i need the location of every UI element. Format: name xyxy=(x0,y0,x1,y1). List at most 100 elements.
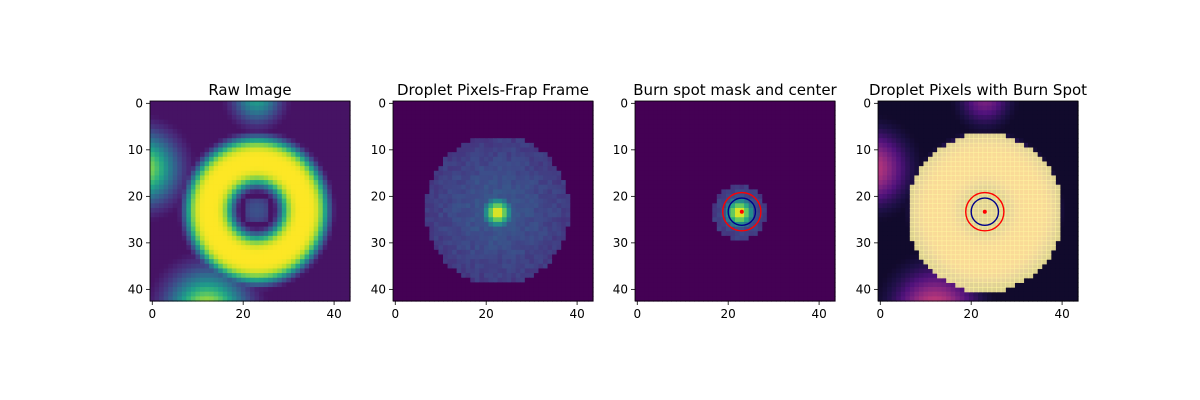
heatmap-cell xyxy=(739,101,745,107)
heatmap-cell xyxy=(204,166,210,172)
heatmap-cell xyxy=(424,268,430,274)
heatmap-cell xyxy=(447,212,453,218)
heatmap-cell xyxy=(511,212,517,218)
heatmap-cell xyxy=(245,180,251,186)
heatmap-cell xyxy=(181,277,187,283)
heatmap-cell xyxy=(345,268,351,274)
heatmap-cell xyxy=(227,277,233,283)
heatmap-cell xyxy=(222,166,228,172)
heatmap-cell xyxy=(543,203,549,209)
heatmap-cell xyxy=(648,161,654,167)
heatmap-cell xyxy=(240,114,247,121)
heatmap-cell xyxy=(502,180,508,186)
heatmap-cell xyxy=(794,152,800,158)
heatmap-cell xyxy=(675,147,682,153)
heatmap-cell xyxy=(438,133,444,139)
heatmap-cell xyxy=(479,105,485,111)
heatmap-cell xyxy=(227,263,233,270)
heatmap-cell xyxy=(259,170,265,177)
heatmap-cell xyxy=(245,198,251,204)
heatmap-cell xyxy=(538,180,544,186)
heatmap-cell xyxy=(666,128,672,135)
heatmap-cell xyxy=(830,212,836,218)
heatmap-cell xyxy=(213,259,219,265)
heatmap-cell xyxy=(393,180,399,186)
heatmap-cell xyxy=(639,133,645,139)
heatmap-cell xyxy=(190,254,197,260)
heatmap-cell xyxy=(803,184,809,190)
heatmap-cell xyxy=(295,133,301,139)
heatmap-cell xyxy=(698,170,704,177)
heatmap-cell xyxy=(520,245,526,251)
heatmap-cell xyxy=(465,184,471,190)
heatmap-cell xyxy=(150,198,156,204)
heatmap-cell xyxy=(830,124,836,130)
heatmap-cell xyxy=(411,101,417,107)
heatmap-cell xyxy=(798,198,804,204)
heatmap-cell xyxy=(497,142,503,149)
heatmap-cell xyxy=(524,166,530,172)
heatmap-cell xyxy=(685,203,691,209)
heatmap-cell xyxy=(411,114,417,121)
heatmap-cell xyxy=(644,184,650,190)
heatmap-cell xyxy=(830,152,836,158)
heatmap-cell xyxy=(452,170,458,177)
heatmap-cell xyxy=(181,147,187,153)
heatmap-cell xyxy=(812,217,818,223)
heatmap-cell xyxy=(415,277,421,283)
heatmap-cell xyxy=(825,166,832,172)
heatmap-cell xyxy=(780,170,786,177)
heatmap-cell xyxy=(154,226,160,232)
heatmap-cell xyxy=(680,194,686,200)
heatmap-cell xyxy=(213,147,219,153)
heatmap-cell xyxy=(757,166,763,172)
heatmap-cell xyxy=(712,152,718,158)
heatmap-cell xyxy=(497,203,503,209)
heatmap-cell xyxy=(570,207,576,214)
heatmap-cell xyxy=(497,110,503,116)
heatmap-cell xyxy=(470,110,476,116)
heatmap-cell xyxy=(402,291,408,297)
heatmap-cell xyxy=(277,105,283,111)
heatmap-cell xyxy=(533,245,540,251)
heatmap-cell xyxy=(583,212,590,218)
heatmap-cell xyxy=(816,166,822,172)
heatmap-cell xyxy=(186,212,192,218)
heatmap-cell xyxy=(415,263,421,270)
heatmap-cell xyxy=(657,180,663,186)
heatmap-cell xyxy=(415,175,421,181)
heatmap-cell xyxy=(286,128,292,135)
heatmap-cell xyxy=(263,221,269,228)
heatmap-cell xyxy=(259,147,265,153)
heatmap-cell xyxy=(671,161,677,167)
heatmap-cell xyxy=(644,101,650,107)
heatmap-cell xyxy=(447,217,453,223)
heatmap-cell xyxy=(281,296,287,302)
heatmap-cell xyxy=(780,133,786,139)
heatmap-cell xyxy=(511,291,517,297)
heatmap-cell xyxy=(345,156,351,163)
heatmap-cell xyxy=(159,254,165,260)
heatmap-cell xyxy=(268,231,274,237)
heatmap-cell xyxy=(159,156,165,163)
heatmap-cell xyxy=(254,175,260,181)
heatmap-cell xyxy=(753,105,759,111)
heatmap-cell xyxy=(812,212,818,218)
heatmap-cell xyxy=(579,166,585,172)
heatmap-cell xyxy=(300,147,306,153)
heatmap-cell xyxy=(712,203,718,209)
heatmap-cell xyxy=(766,147,772,153)
heatmap-cell xyxy=(222,245,228,251)
heatmap-cell xyxy=(438,217,444,223)
heatmap-cell xyxy=(694,203,700,209)
heatmap-cell xyxy=(680,212,686,218)
heatmap-cell xyxy=(748,170,754,177)
heatmap-cell xyxy=(240,119,247,125)
heatmap-cell xyxy=(433,152,440,158)
heatmap-cell xyxy=(290,133,297,139)
heatmap-cell xyxy=(322,296,328,302)
heatmap-cell xyxy=(397,235,403,242)
heatmap-cell xyxy=(331,189,337,195)
heatmap-cell xyxy=(671,170,677,177)
heatmap-cell xyxy=(712,212,718,218)
